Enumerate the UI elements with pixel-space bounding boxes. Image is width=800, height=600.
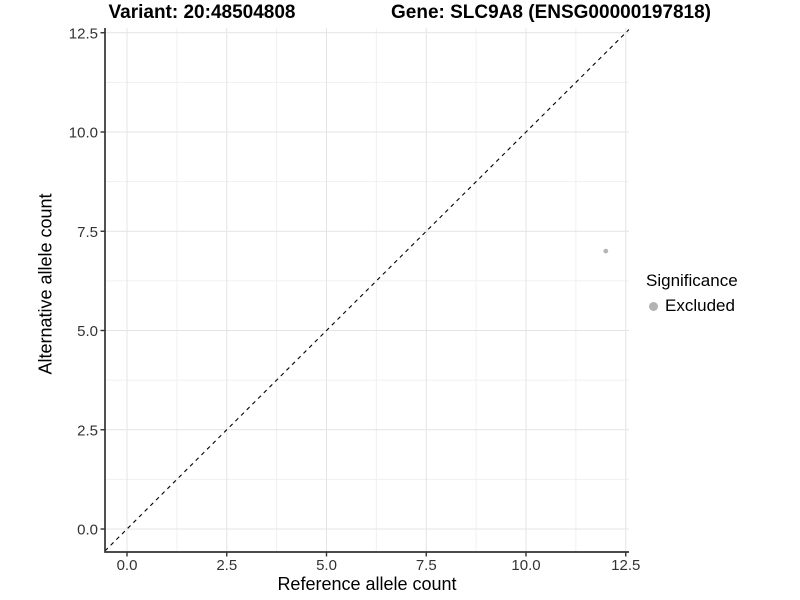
x-axis-title: Reference allele count xyxy=(277,574,457,594)
y-tick-label: 10.0 xyxy=(69,125,98,142)
legend-item-excluded: Excluded xyxy=(646,296,738,316)
plot-title-gene: Gene: SLC9A8 (ENSG00000197818) xyxy=(391,2,711,23)
x-tick-label: 5.0 xyxy=(316,557,337,574)
legend-item-label: Excluded xyxy=(665,296,735,315)
y-tick-label: 12.5 xyxy=(69,25,98,42)
y-tick-label: 2.5 xyxy=(77,422,98,439)
axis-lines xyxy=(104,28,629,553)
identity-line xyxy=(104,29,630,552)
legend-point-icon xyxy=(649,301,658,311)
x-tick-label: 2.5 xyxy=(216,557,237,574)
x-tick-label: 0.0 xyxy=(117,557,138,574)
legend: Significance Excluded xyxy=(646,271,738,316)
x-tick-label: 7.5 xyxy=(416,557,437,574)
x-tick-label: 12.5 xyxy=(611,557,640,574)
y-tick-label: 0.0 xyxy=(77,522,98,539)
data-point xyxy=(603,248,609,254)
plot-title-variant: Variant: 20:48504808 xyxy=(108,2,296,23)
y-axis-title: Alternative allele count xyxy=(35,193,56,375)
y-tick-label: 7.5 xyxy=(77,224,98,241)
y-tick-label: 5.0 xyxy=(77,323,98,340)
x-tick-label: 10.0 xyxy=(511,557,540,574)
legend-title: Significance xyxy=(646,271,738,290)
